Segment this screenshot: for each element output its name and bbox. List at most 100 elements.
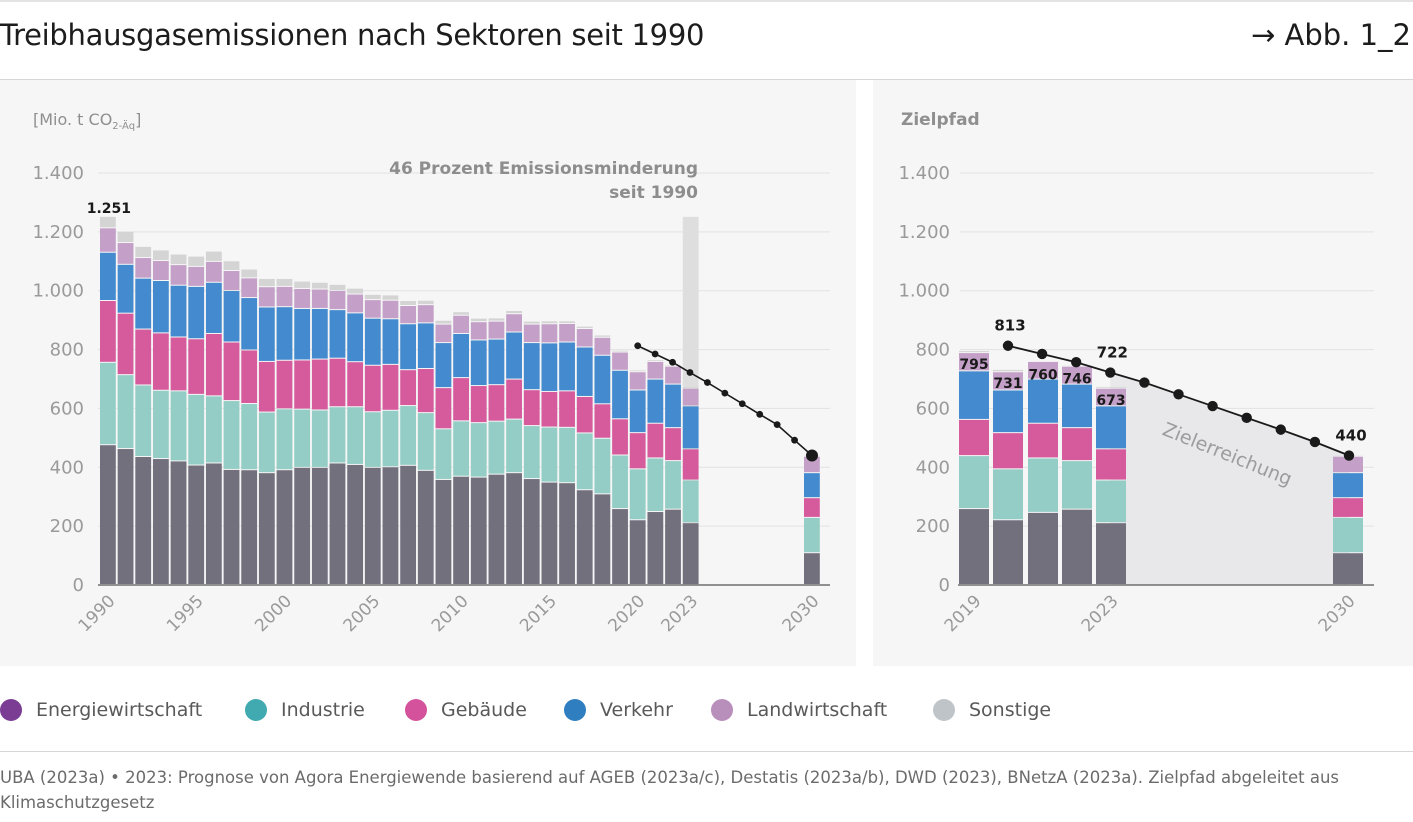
legend-swatch-verkehr — [564, 699, 586, 721]
bar-segment-sonstige — [135, 246, 152, 258]
bar-segment-industrie — [311, 410, 328, 467]
bar-segment-energiewirtschaft — [541, 482, 558, 584]
bar-segment-industrie — [541, 427, 558, 482]
bar-segment-industrie — [117, 375, 134, 449]
bar-segment-gebaeude — [488, 385, 505, 421]
bar-segment-energiewirtschaft — [100, 445, 116, 584]
bar-segment-gebaeude — [804, 498, 820, 517]
bar-segment-sonstige — [100, 216, 116, 228]
page-title: Treibhausgasemissionen nach Sektoren sei… — [0, 18, 705, 52]
bar-segment-sonstige — [559, 321, 575, 323]
bar-segment-sonstige — [647, 360, 664, 361]
bar-segment-gebaeude — [559, 391, 575, 427]
bar-segment-energiewirtschaft — [959, 509, 989, 584]
bar-segment-verkehr — [417, 323, 434, 368]
bar-segment-industrie — [576, 433, 593, 490]
bar-total-label: 731 — [993, 376, 1022, 392]
bar-segment-landwirtschaft — [647, 361, 664, 379]
bar-segment-landwirtschaft — [170, 265, 187, 285]
bar-segment-energiewirtschaft — [188, 465, 205, 584]
bar-segment-gebaeude — [665, 428, 681, 461]
bar-segment-verkehr — [241, 298, 258, 350]
bar-segment-verkehr — [1096, 406, 1126, 449]
bar-segment-landwirtschaft — [329, 291, 346, 310]
bar-segment-energiewirtschaft — [294, 467, 311, 584]
bar-segment-industrie — [647, 458, 664, 512]
bar-segment-verkehr — [205, 282, 222, 333]
bar-segment-landwirtschaft — [629, 372, 646, 390]
bar-segment-energiewirtschaft — [647, 512, 664, 584]
target-path-point — [651, 350, 659, 358]
bar-segment-sonstige — [117, 231, 134, 243]
bar-segment-gebaeude — [470, 386, 487, 423]
bar-segment-sonstige — [541, 321, 558, 324]
bar-segment-landwirtschaft — [223, 270, 240, 291]
bar-segment-landwirtschaft — [100, 228, 116, 252]
legend-item-verkehr: Verkehr — [564, 695, 673, 725]
bar-segment-industrie — [665, 461, 681, 509]
bar-segment-energiewirtschaft — [382, 467, 399, 584]
bar-segment-landwirtschaft — [682, 388, 699, 406]
y-tick-label: 0 — [939, 575, 950, 596]
x-tick-label: 2015 — [516, 591, 561, 636]
bar-segment-sonstige — [364, 294, 381, 300]
bar-segment-verkehr — [311, 308, 328, 359]
bar-segment-verkehr — [276, 307, 293, 360]
target-path-value-label: 440 — [1335, 427, 1366, 445]
bar-segment-sonstige — [223, 261, 240, 270]
target-path-value-label: 813 — [994, 317, 1025, 335]
bar-segment-verkehr — [170, 285, 187, 337]
y-tick-label: 400 — [916, 457, 950, 478]
bar-segment-industrie — [100, 362, 116, 445]
y-tick-label: 800 — [50, 340, 84, 361]
bar-segment-landwirtschaft — [470, 322, 487, 340]
bar-segment-energiewirtschaft — [400, 465, 417, 584]
bar-segment-energiewirtschaft — [205, 463, 222, 584]
bar-segment-sonstige — [188, 256, 205, 266]
y-axis-unit: [Mio. t CO2-Äq] — [33, 110, 141, 132]
bar-segment-verkehr — [347, 313, 364, 362]
target-path-point — [1275, 424, 1287, 435]
bar-segment-gebaeude — [152, 333, 169, 390]
legend-swatch-energiewirtschaft — [0, 699, 22, 721]
bar-segment-landwirtschaft — [400, 306, 417, 324]
top-rule — [0, 0, 1413, 2]
bar-segment-verkehr — [470, 340, 487, 386]
y-tick-label: 1.200 — [32, 222, 84, 243]
bar-segment-industrie — [152, 390, 169, 459]
bar-segment-gebaeude — [1096, 449, 1126, 480]
bar-segment-gebaeude — [506, 379, 522, 419]
target-path-point — [791, 436, 798, 444]
bar-segment-industrie — [241, 404, 258, 470]
y-tick-label: 800 — [916, 340, 950, 361]
bar-segment-verkehr — [629, 390, 646, 433]
bar-segment-landwirtschaft — [594, 337, 611, 355]
bar-segment-energiewirtschaft — [993, 520, 1023, 584]
bar-segment-verkehr — [152, 281, 169, 333]
bar-segment-sonstige — [523, 321, 540, 324]
bar-segment-sonstige — [435, 320, 452, 324]
bar-segment-energiewirtschaft — [559, 483, 575, 584]
bar-segment-industrie — [559, 427, 575, 483]
bar-segment-gebaeude — [258, 361, 275, 412]
bar-segment-gebaeude — [647, 423, 664, 458]
figure-reference[interactable]: → Abb. 1_2 — [1250, 18, 1411, 52]
bar-segment-sonstige — [400, 301, 417, 306]
bar-segment-gebaeude — [188, 339, 205, 394]
bar-segment-industrie — [1333, 517, 1363, 553]
bar-segment-energiewirtschaft — [1028, 512, 1058, 584]
bar-segment-energiewirtschaft — [1096, 523, 1126, 584]
bar-segment-energiewirtschaft — [470, 477, 487, 584]
target-path-point — [1002, 340, 1014, 351]
bar-segment-sonstige — [241, 269, 258, 278]
legend-swatch-gebaeude — [405, 699, 427, 721]
bar-segment-landwirtschaft — [665, 366, 681, 384]
bar-segment-industrie — [993, 469, 1023, 520]
y-tick-label: 600 — [50, 398, 84, 419]
bar-segment-verkehr — [541, 343, 558, 391]
target-path-point — [756, 410, 764, 418]
bar-segment-landwirtschaft — [435, 324, 452, 343]
bar-segment-verkehr — [400, 324, 417, 370]
bar-segment-landwirtschaft — [1096, 388, 1126, 406]
bar-segment-energiewirtschaft — [135, 456, 152, 584]
